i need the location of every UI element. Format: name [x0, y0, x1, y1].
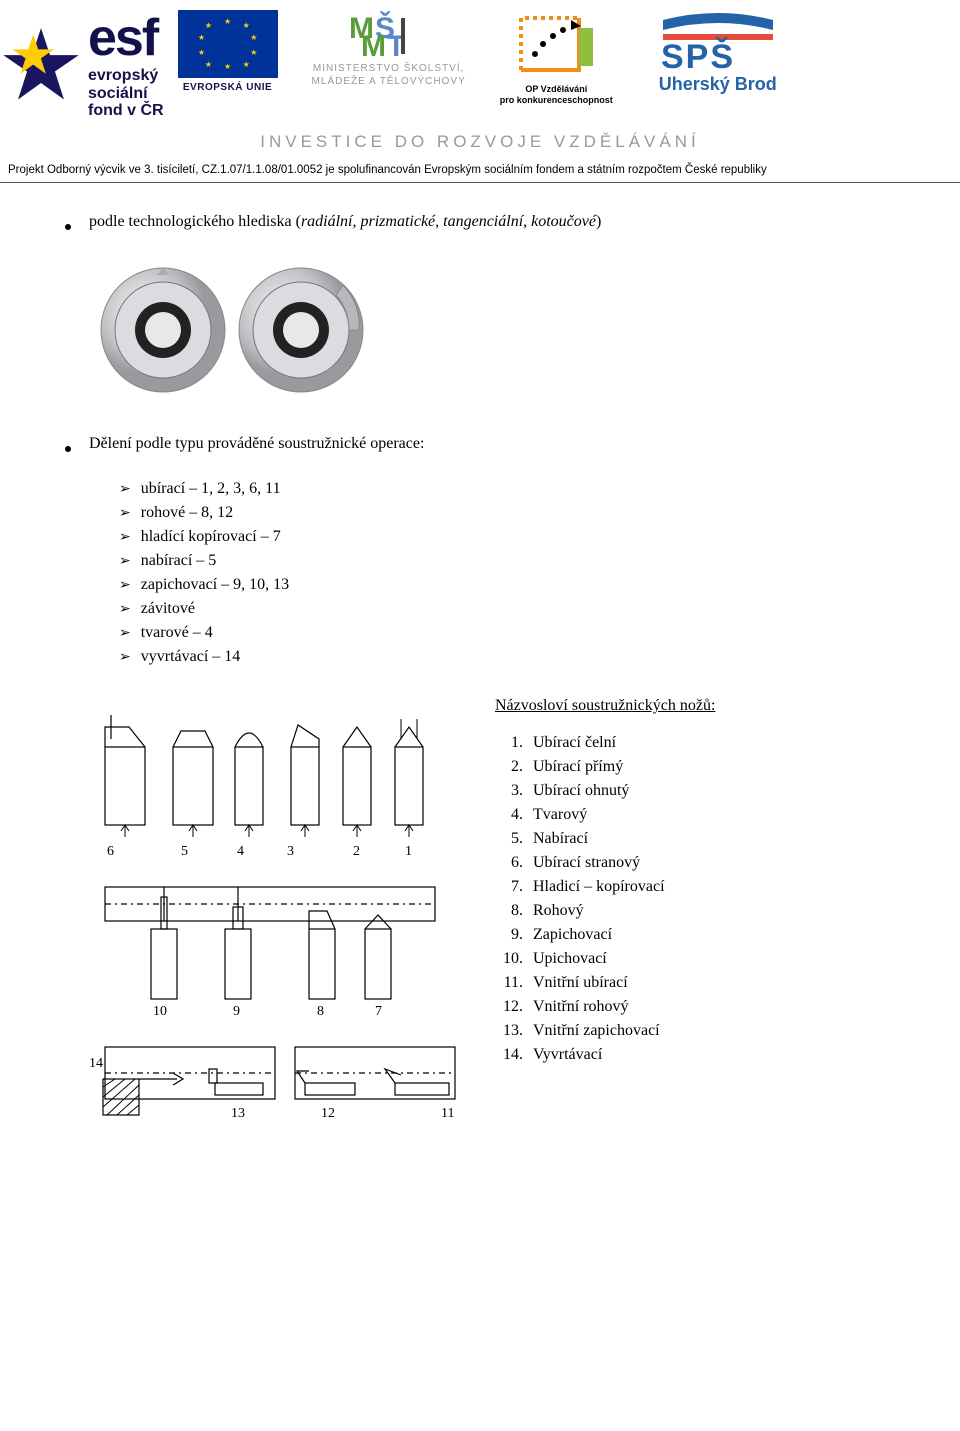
- svg-text:12: 12: [321, 1106, 335, 1121]
- svg-text:2: 2: [353, 844, 360, 859]
- names-list: 1.Ubírací čelní 2.Ubírací přímý 3.Ubírac…: [495, 731, 895, 1067]
- eu-flag-icon: ★ ★ ★ ★ ★ ★ ★ ★ ★ ★: [178, 10, 278, 78]
- list-item: 2.Ubírací přímý: [495, 755, 895, 779]
- esf-logo-text: esf: [88, 10, 164, 67]
- bullet-item-2: Dělení podle typu prováděné soustružnick…: [65, 435, 895, 453]
- svg-text:5: 5: [181, 844, 188, 859]
- op-item: ➢zapichovací – 9, 10, 13: [119, 573, 895, 597]
- op-item: ➢tvarové – 4: [119, 621, 895, 645]
- b1-italic: radiální, prizmatické, tangenciální, kot…: [301, 213, 596, 230]
- opvk-logo: OP Vzdělávání pro konkurenceschopnost: [500, 10, 613, 106]
- arrow-icon: ➢: [119, 575, 131, 596]
- list-item: 5.Nabírací: [495, 827, 895, 851]
- names-title: Názvosloví soustružnických nožů:: [495, 697, 895, 715]
- svg-text:3: 3: [287, 844, 294, 859]
- op-item: ➢nabírací – 5: [119, 549, 895, 573]
- list-item: 11.Vnitřní ubírací: [495, 971, 895, 995]
- arrow-icon: ➢: [119, 503, 131, 524]
- investice-headline: INVESTICE DO ROZVOJE VZDĚLÁVÁNÍ: [0, 132, 960, 152]
- list-item: 14.Vyvrtávací: [495, 1043, 895, 1067]
- opvk-line2: pro konkurenceschopnost: [500, 95, 613, 105]
- arrow-icon: ➢: [119, 551, 131, 572]
- svg-text:4: 4: [237, 844, 244, 859]
- bearing-figure: [91, 255, 895, 405]
- list-item: 4.Tvarový: [495, 803, 895, 827]
- op-item: ➢ubírací – 1, 2, 3, 6, 11: [119, 477, 895, 501]
- msmt-line2: MLÁDEŽE A TĚLOVÝCHOVY: [312, 75, 466, 88]
- list-item: 3.Ubírací ohnutý: [495, 779, 895, 803]
- svg-text:13: 13: [231, 1106, 245, 1121]
- list-item: 12.Vnitřní rohový: [495, 995, 895, 1019]
- msmt-line1: MINISTERSTVO ŠKOLSTVÍ,: [312, 62, 466, 75]
- list-item: 8.Rohový: [495, 899, 895, 923]
- svg-text:M: M: [361, 30, 386, 58]
- b1-prefix: podle technologického hlediska (: [89, 213, 301, 230]
- header-logo-bar: esf evropský sociální fond v ČR ★ ★ ★ ★ …: [0, 0, 960, 120]
- opvk-icon: [513, 10, 599, 82]
- svg-text:7: 7: [375, 1004, 382, 1019]
- eu-logo: ★ ★ ★ ★ ★ ★ ★ ★ ★ ★ EVROPSKÁ UNIE: [178, 10, 278, 93]
- bullet-icon: [65, 224, 71, 230]
- esf-star-icon: [0, 24, 82, 106]
- op-item: ➢rohové – 8, 12: [119, 501, 895, 525]
- opvk-line1: OP Vzdělávání: [525, 84, 587, 94]
- project-line: Projekt Odborný výcvik ve 3. tisíciletí,…: [0, 162, 960, 183]
- list-item: 1.Ubírací čelní: [495, 731, 895, 755]
- svg-text:11: 11: [441, 1106, 454, 1121]
- svg-text:6: 6: [107, 844, 114, 859]
- esf-line1: evropský: [88, 67, 164, 85]
- msmt-logo: M Š M T MINISTERSTVO ŠKOLSTVÍ, MLÁDEŽE A…: [312, 10, 466, 88]
- list-item: 7.Hladicí – kopírovací: [495, 875, 895, 899]
- arrow-icon: ➢: [119, 623, 131, 644]
- page-content: podle technologického hlediska (radiální…: [0, 213, 960, 1132]
- tool-diagram: 1 2 3 4 5 6: [65, 697, 465, 1132]
- list-item: 6.Ubírací stranový: [495, 851, 895, 875]
- sps-text: Uherský Brod: [643, 74, 793, 95]
- esf-line3: fond v ČR: [88, 102, 164, 120]
- arrow-icon: ➢: [119, 647, 131, 668]
- op-item: ➢vyvrtávací – 14: [119, 645, 895, 669]
- list-item: 9.Zapichovací: [495, 923, 895, 947]
- arrow-icon: ➢: [119, 527, 131, 548]
- arrow-icon: ➢: [119, 479, 131, 500]
- svg-text:14: 14: [89, 1056, 103, 1071]
- esf-line2: sociální: [88, 85, 164, 103]
- bullet-icon: [65, 446, 71, 452]
- list-item: 10.Upichovací: [495, 947, 895, 971]
- sps-logo: SPŠ Uherský Brod: [643, 10, 793, 95]
- svg-text:9: 9: [233, 1004, 240, 1019]
- op-item: ➢hladící kopírovací – 7: [119, 525, 895, 549]
- list-item: 13.Vnitřní zapichovací: [495, 1019, 895, 1043]
- esf-logo: esf evropský sociální fond v ČR: [0, 10, 164, 120]
- svg-text:1: 1: [405, 844, 412, 859]
- msmt-icon: M Š M T: [349, 10, 429, 58]
- b2-text: Dělení podle typu prováděné soustružnick…: [89, 435, 424, 453]
- eu-label: EVROPSKÁ UNIE: [178, 82, 278, 93]
- sps-icon: SPŠ: [643, 10, 793, 72]
- op-item: ➢závitové: [119, 597, 895, 621]
- arrow-icon: ➢: [119, 599, 131, 620]
- operation-list: ➢ubírací – 1, 2, 3, 6, 11 ➢rohové – 8, 1…: [119, 477, 895, 669]
- svg-text:SPŠ: SPŠ: [661, 37, 735, 72]
- svg-text:8: 8: [317, 1004, 324, 1019]
- svg-text:10: 10: [153, 1004, 167, 1019]
- b1-suffix: ): [596, 213, 601, 230]
- bullet-item-1: podle technologického hlediska (radiální…: [65, 213, 895, 231]
